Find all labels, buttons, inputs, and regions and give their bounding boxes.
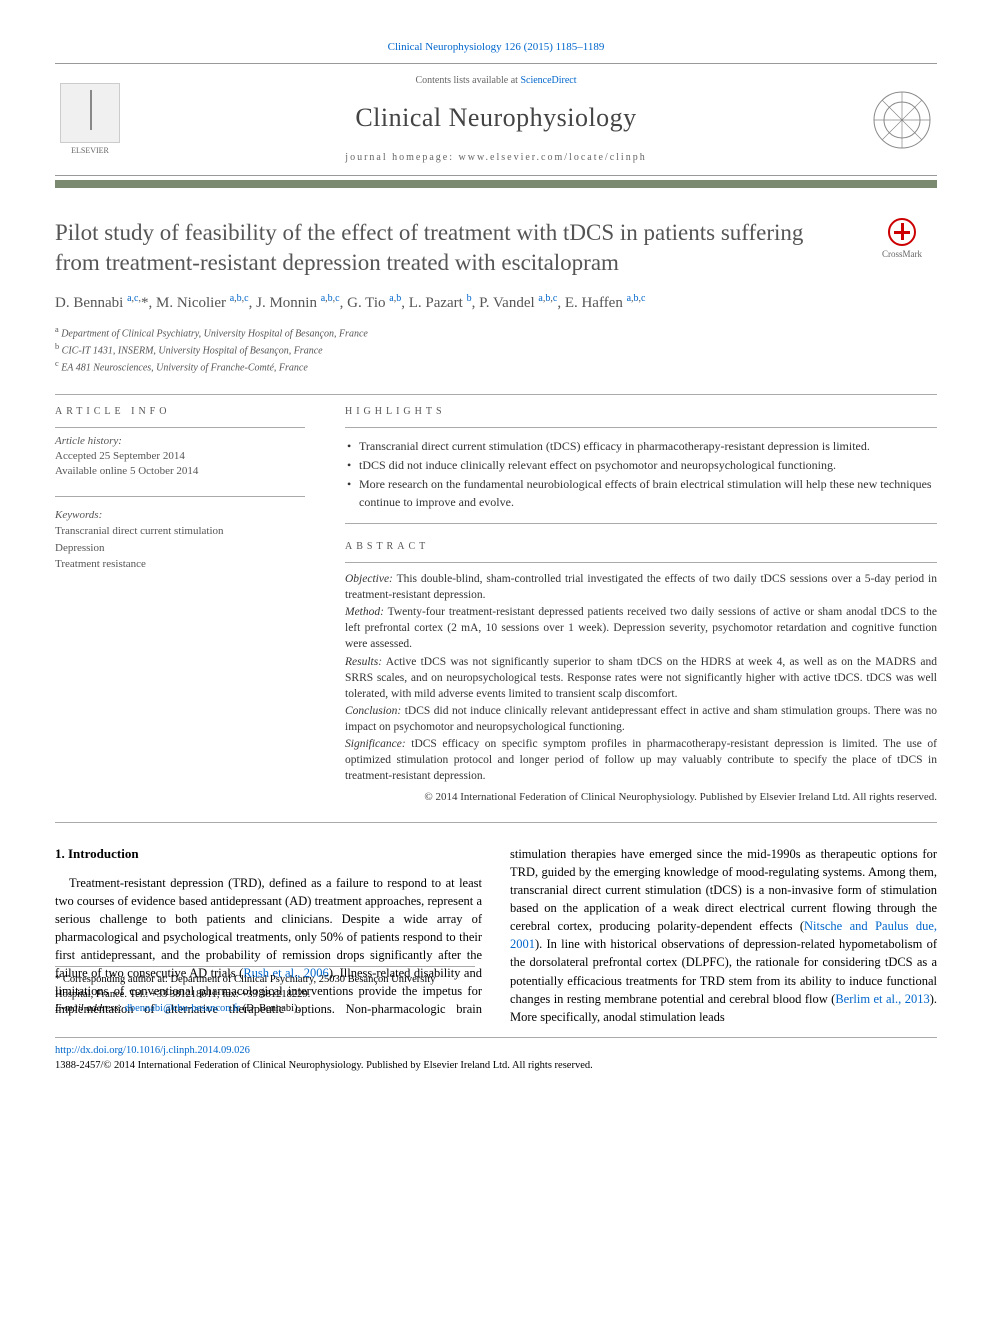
citation-line[interactable]: Clinical Neurophysiology 126 (2015) 1185…	[55, 40, 937, 55]
doi-link[interactable]: http://dx.doi.org/10.1016/j.clinph.2014.…	[55, 1045, 250, 1056]
abstract-head: ABSTRACT	[345, 540, 937, 554]
divider	[55, 822, 937, 823]
footer: http://dx.doi.org/10.1016/j.clinph.2014.…	[55, 1037, 937, 1073]
highlights-abstract-column: HIGHLIGHTS Transcranial direct current s…	[345, 405, 937, 806]
article-info-column: ARTICLE INFO Article history: Accepted 2…	[55, 405, 305, 806]
sciencedirect-link[interactable]: ScienceDirect	[520, 75, 576, 86]
citation-ref[interactable]: Berlim et al., 2013	[835, 992, 929, 1006]
copyright-line: © 2014 International Federation of Clini…	[345, 790, 937, 805]
keywords-block: Keywords: Transcranial direct current st…	[55, 507, 305, 573]
abstract-body: Objective: This double-blind, sham-contr…	[345, 562, 937, 806]
journal-cover-icon	[867, 85, 937, 155]
article-info-head: ARTICLE INFO	[55, 405, 305, 419]
elsevier-tree-icon	[60, 83, 120, 143]
journal-header: ELSEVIER Contents lists available at Sci…	[55, 63, 937, 175]
header-center: Contents lists available at ScienceDirec…	[125, 74, 867, 164]
article-history: Article history: Accepted 25 September 2…	[55, 427, 305, 480]
issn-line: 1388-2457/© 2014 International Federatio…	[55, 1059, 937, 1074]
crossmark-icon	[888, 218, 916, 246]
homepage-url[interactable]: www.elsevier.com/locate/clinph	[459, 152, 647, 163]
section-heading: 1. Introduction	[55, 845, 482, 864]
homepage-line: journal homepage: www.elsevier.com/locat…	[125, 151, 867, 165]
elsevier-label: ELSEVIER	[71, 146, 109, 155]
citation-link[interactable]: Clinical Neurophysiology 126 (2015) 1185…	[388, 41, 605, 53]
divider	[55, 394, 937, 395]
highlights-head: HIGHLIGHTS	[345, 405, 937, 419]
accent-bar	[55, 180, 937, 188]
crossmark-badge[interactable]: CrossMark	[867, 218, 937, 261]
article-title: Pilot study of feasibility of the effect…	[55, 218, 847, 278]
highlights-box: Transcranial direct current stimulation …	[345, 427, 937, 525]
highlight-item: More research on the fundamental neurobi…	[345, 476, 937, 511]
journal-name: Clinical Neurophysiology	[125, 100, 867, 136]
authors-line: D. Bennabi a,c,*, M. Nicolier a,b,c, J. …	[55, 292, 937, 314]
contents-line: Contents lists available at ScienceDirec…	[125, 74, 867, 88]
affiliations: a Department of Clinical Psychiatry, Uni…	[55, 324, 937, 376]
email-link[interactable]: dbennabi@chu-besancon.fr	[125, 1003, 241, 1014]
highlight-item: tDCS did not induce clinically relevant …	[345, 457, 937, 474]
elsevier-logo[interactable]: ELSEVIER	[55, 83, 125, 156]
highlight-item: Transcranial direct current stimulation …	[345, 438, 937, 455]
